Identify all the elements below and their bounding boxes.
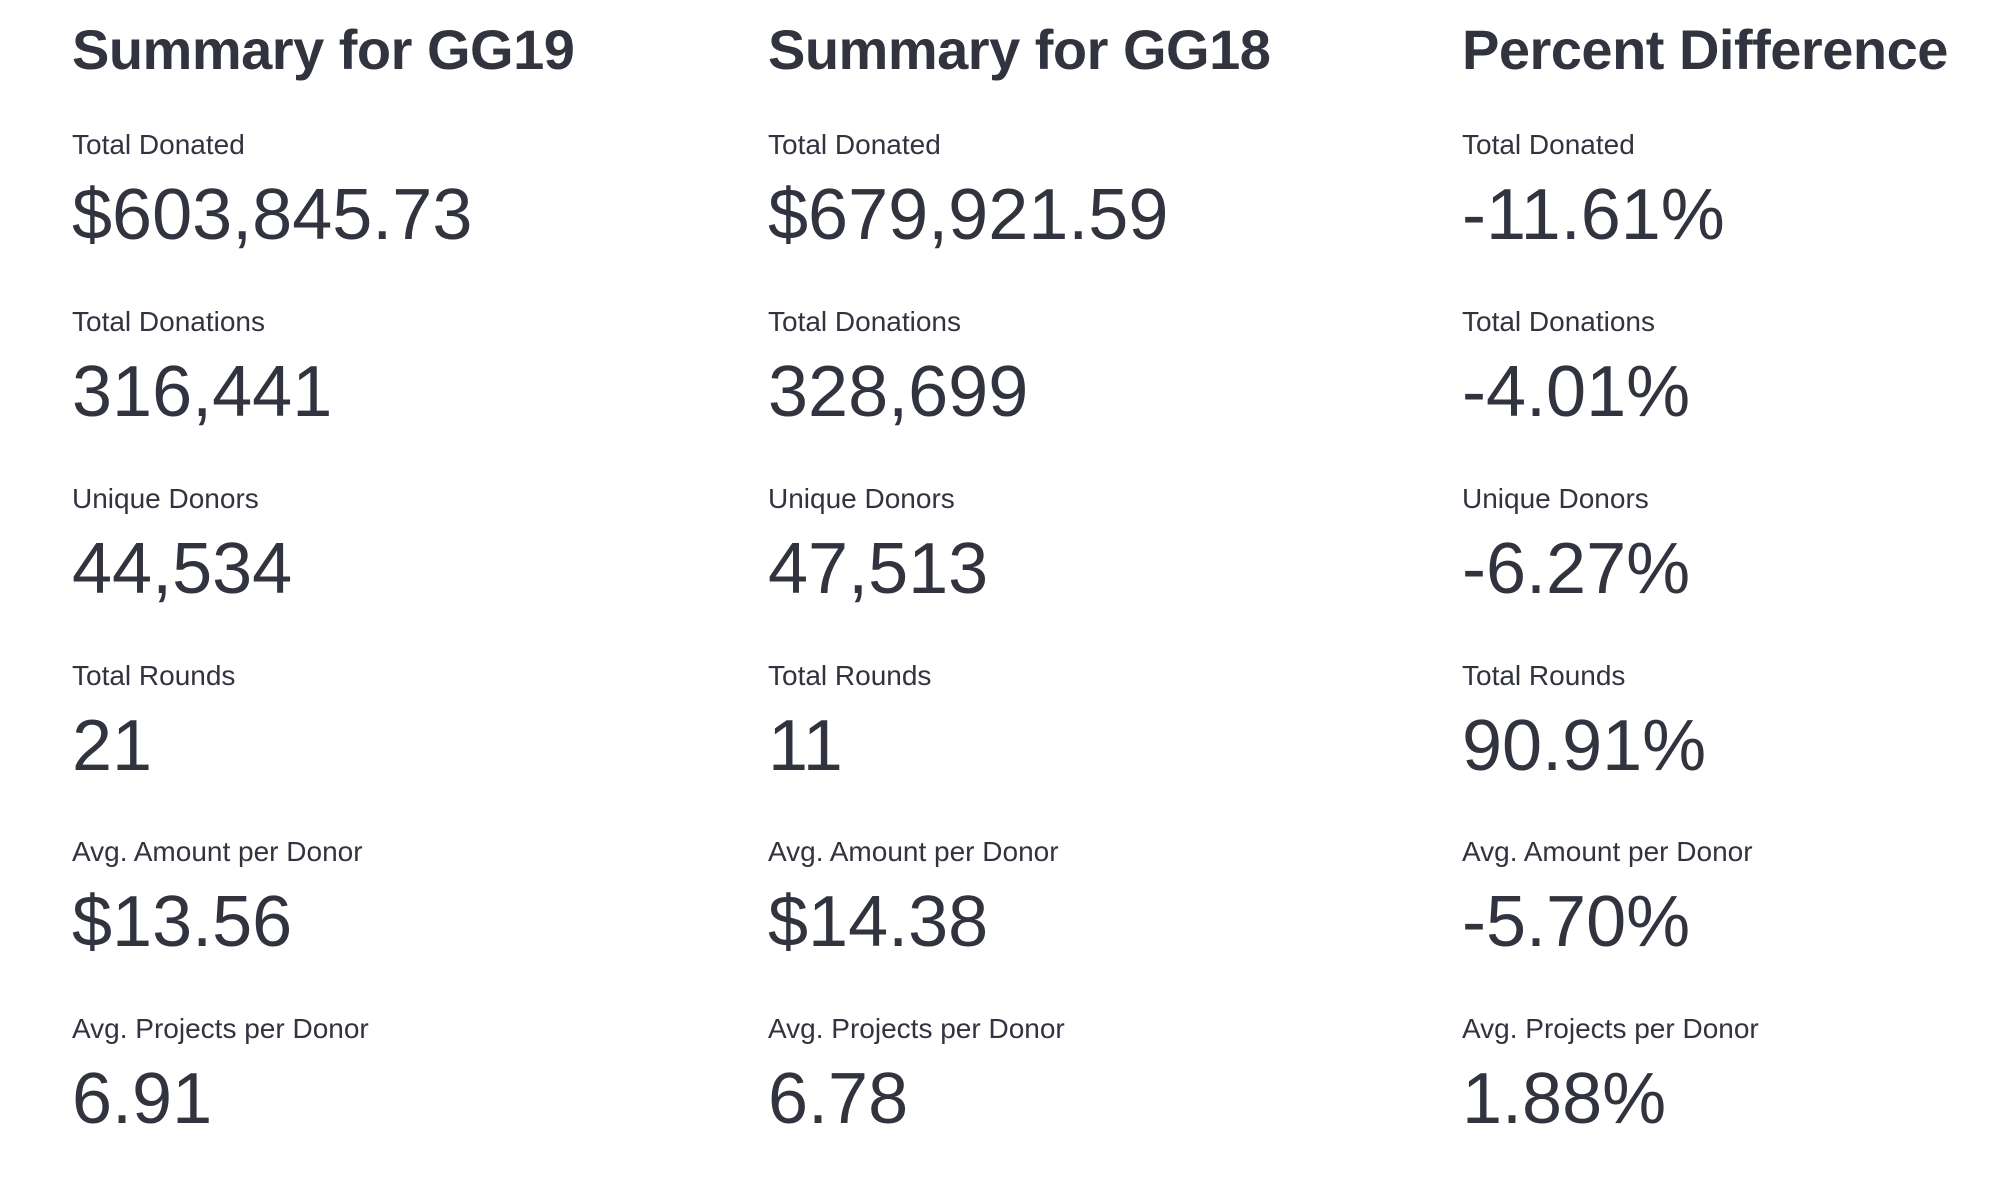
metric-label: Unique Donors <box>768 482 955 514</box>
metric-label: Avg. Amount per Donor <box>1462 836 1753 868</box>
metric-value: 21 <box>72 705 153 786</box>
metric-value: -4.01% <box>1462 351 1691 432</box>
column-title: Summary for GG19 <box>72 18 575 81</box>
summary-column-gg19: Summary for GG19 Total Donated $603,845.… <box>72 16 768 1188</box>
metric-value: 328,699 <box>768 351 1029 432</box>
metric-avg-projects-per-donor: Avg. Projects per Donor 6.91 <box>72 1011 768 1141</box>
column-title: Percent Difference <box>1462 18 1948 81</box>
metric-value: $603,845.73 <box>72 175 473 256</box>
metric-avg-amount-per-donor: Avg. Amount per Donor $13.56 <box>72 834 768 964</box>
metric-label: Avg. Projects per Donor <box>72 1013 369 1045</box>
metric-unique-donors: Unique Donors 47,513 <box>768 481 1462 611</box>
metric-label: Avg. Amount per Donor <box>72 836 363 868</box>
metric-value: -11.61% <box>1462 175 1725 256</box>
metric-label: Total Rounds <box>768 659 932 691</box>
metric-value: $679,921.59 <box>768 175 1169 256</box>
summary-column-gg18: Summary for GG18 Total Donated $679,921.… <box>768 16 1462 1188</box>
metric-unique-donors: Unique Donors 44,534 <box>72 481 768 611</box>
metric-label: Total Donations <box>72 305 266 337</box>
metric-avg-projects-per-donor: Avg. Projects per Donor 1.88% <box>1462 1011 2012 1141</box>
metric-value: 90.91% <box>1462 705 1707 786</box>
metric-value: -5.70% <box>1462 882 1691 963</box>
metric-value: 1.88% <box>1462 1059 1667 1140</box>
metric-total-rounds: Total Rounds 90.91% <box>1462 658 2012 788</box>
metric-label: Avg. Projects per Donor <box>768 1013 1065 1045</box>
metric-total-rounds: Total Rounds 11 <box>768 658 1462 788</box>
metric-total-donated: Total Donated -11.61% <box>1462 127 2012 257</box>
metric-label: Total Rounds <box>1462 659 1626 691</box>
metric-label: Unique Donors <box>72 482 259 514</box>
metric-total-rounds: Total Rounds 21 <box>72 658 768 788</box>
metric-avg-amount-per-donor: Avg. Amount per Donor -5.70% <box>1462 834 2012 964</box>
metric-total-donations: Total Donations -4.01% <box>1462 304 2012 434</box>
metric-label: Total Donations <box>1462 305 1656 337</box>
column-title: Summary for GG18 <box>768 18 1271 81</box>
metric-value: 316,441 <box>72 351 333 432</box>
metric-avg-projects-per-donor: Avg. Projects per Donor 6.78 <box>768 1011 1462 1141</box>
metric-total-donated: Total Donated $603,845.73 <box>72 127 768 257</box>
metric-label: Avg. Projects per Donor <box>1462 1013 1759 1045</box>
metric-label: Total Donated <box>768 129 941 161</box>
metric-value: 6.78 <box>768 1059 909 1140</box>
metric-label: Total Rounds <box>72 659 236 691</box>
metric-avg-amount-per-donor: Avg. Amount per Donor $14.38 <box>768 834 1462 964</box>
metric-value: 11 <box>768 705 843 786</box>
metric-label: Avg. Amount per Donor <box>768 836 1059 868</box>
metric-value: 6.91 <box>72 1059 213 1140</box>
metric-value: 44,534 <box>72 528 293 609</box>
metric-label: Unique Donors <box>1462 482 1649 514</box>
metric-value: $13.56 <box>72 882 293 963</box>
metric-value: $14.38 <box>768 882 989 963</box>
metric-value: -6.27% <box>1462 528 1691 609</box>
summary-column-percent-difference: Percent Difference Total Donated -11.61%… <box>1462 16 2012 1188</box>
metric-label: Total Donated <box>1462 129 1635 161</box>
metric-label: Total Donated <box>72 129 245 161</box>
metric-total-donated: Total Donated $679,921.59 <box>768 127 1462 257</box>
metric-unique-donors: Unique Donors -6.27% <box>1462 481 2012 611</box>
metric-total-donations: Total Donations 328,699 <box>768 304 1462 434</box>
metric-label: Total Donations <box>768 305 962 337</box>
metric-total-donations: Total Donations 316,441 <box>72 304 768 434</box>
metric-value: 47,513 <box>768 528 989 609</box>
